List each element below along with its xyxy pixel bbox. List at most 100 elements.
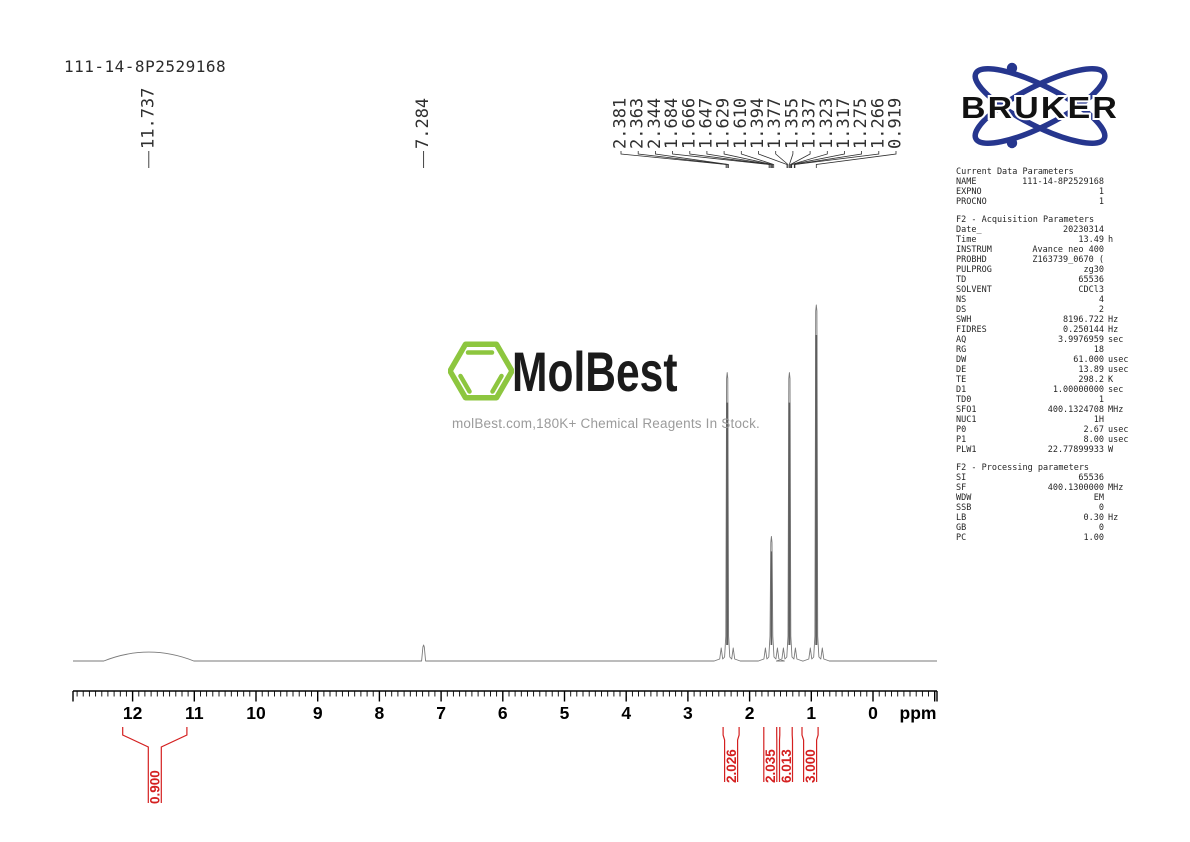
- parameter-section-header: F2 - Processing parameters: [956, 463, 1090, 473]
- parameter-value: 8196.722: [1063, 315, 1104, 325]
- parameter-row: TD0 1: [956, 395, 1138, 405]
- bruker-logo: BRUKER: [959, 62, 1119, 149]
- molbest-hexagon-icon: [448, 341, 514, 401]
- parameter-row: SI 65536: [956, 473, 1138, 483]
- x-axis-tick-label: 10: [246, 703, 266, 723]
- x-axis-tick-label: 11: [185, 703, 204, 723]
- peak-connector-line: [620, 151, 727, 168]
- parameter-row: P0 2.67 usec: [956, 425, 1138, 435]
- x-axis-tick-label: 8: [375, 703, 385, 723]
- parameter-unit: Hz: [1108, 513, 1119, 523]
- parameter-unit: MHz: [1108, 483, 1124, 493]
- x-axis-tick-label: 12: [123, 703, 143, 723]
- peak-connector-line: [794, 151, 880, 168]
- parameter-name: PROCNO: [956, 197, 987, 207]
- parameter-unit: usec: [1108, 365, 1129, 375]
- parameter-value: 1: [1098, 197, 1104, 207]
- parameter-name: P1: [956, 435, 967, 445]
- parameter-name: TE: [956, 375, 967, 385]
- integral-bracket: [160, 727, 188, 803]
- peak-label: 11.737: [138, 88, 158, 149]
- parameter-unit: sec: [1108, 335, 1124, 345]
- parameter-value: 8.00: [1083, 435, 1104, 445]
- parameter-row: TE 298.2 K: [956, 375, 1138, 385]
- parameter-section: Current Data Parameters NAME 111-14-8P2529…: [956, 167, 1138, 207]
- peak-connector-line: [740, 151, 775, 168]
- parameter-unit: [1104, 265, 1138, 275]
- parameter-name: DW: [956, 355, 967, 365]
- parameter-name: LB: [956, 513, 967, 523]
- parameter-unit: MHz: [1108, 405, 1124, 415]
- peak-connector-line: [793, 151, 862, 168]
- parameter-row: PULPROG zg30: [956, 265, 1138, 275]
- parameter-name: SSB: [956, 503, 972, 513]
- peak-label: 1.647: [696, 98, 716, 149]
- parameter-value: Avance neo 400: [1032, 245, 1104, 255]
- parameter-value: 0: [1098, 523, 1104, 533]
- parameter-value: 0: [1098, 503, 1104, 513]
- peak-label: 2.344: [645, 98, 665, 149]
- parameter-value: 61.000: [1073, 355, 1104, 365]
- parameter-row: PLW1 22.77899933 W: [956, 445, 1138, 455]
- parameter-name: DS: [956, 305, 967, 315]
- parameter-unit: [1104, 177, 1138, 187]
- peak-connector-line: [637, 151, 728, 168]
- peak-connector-line: [815, 151, 897, 168]
- acquisition-parameters-panel: Current Data Parameters NAME 111-14-8P2529…: [956, 167, 1138, 551]
- parameter-value: CDCl3: [1078, 285, 1104, 295]
- parameter-row: Time 13.49 h: [956, 235, 1138, 245]
- parameter-unit: [1104, 245, 1138, 255]
- parameter-name: P0: [956, 425, 967, 435]
- parameter-name: PC: [956, 533, 967, 543]
- parameter-row: PC 1.00: [956, 533, 1138, 543]
- peak-label: 1.684: [662, 98, 682, 149]
- parameter-name: WDW: [956, 493, 972, 503]
- parameter-unit: [1104, 187, 1138, 197]
- parameter-value: 65536: [1078, 473, 1104, 483]
- peak-label: 1.629: [714, 98, 734, 149]
- parameter-name: NAME: [956, 177, 977, 187]
- peak-label: 1.377: [765, 98, 785, 149]
- parameter-name: NS: [956, 295, 967, 305]
- parameter-name: SF: [956, 483, 967, 493]
- parameter-section: F2 - Processing parameters SI 65536 SF 400.1…: [956, 463, 1138, 543]
- parameter-row: NAME 111-14-8P2529168: [956, 177, 1138, 187]
- x-axis-tick-label: 9: [313, 703, 323, 723]
- parameter-name: SOLVENT: [956, 285, 992, 295]
- parameter-name: SWH: [956, 315, 972, 325]
- peak-label: 7.284: [413, 98, 433, 149]
- integral-bracket: [801, 727, 805, 782]
- parameter-name: D1: [956, 385, 967, 395]
- peak-connector-line: [689, 151, 771, 168]
- parameter-value: 3.9976959: [1057, 335, 1104, 345]
- integral-value: 2.035: [763, 749, 778, 783]
- peak-connector-line: [706, 151, 772, 168]
- parameter-name: EXPNO: [956, 187, 982, 197]
- parameter-name: RG: [956, 345, 967, 355]
- parameter-value: 400.1300000: [1047, 483, 1104, 493]
- parameter-unit: K: [1108, 375, 1114, 385]
- parameter-row: TD 65536: [956, 275, 1138, 285]
- molbest-tagline: molBest.com,180K+ Chemical Reagents In S…: [451, 416, 761, 431]
- peak-label: 1.355: [782, 98, 802, 149]
- parameter-row: Date_ 20230314: [956, 225, 1138, 235]
- molbest-watermark: MolBest molBest.com,180K+ Chemical Reage…: [448, 336, 768, 431]
- parameter-unit: sec: [1108, 385, 1124, 395]
- parameter-value: 22.77899933: [1047, 445, 1104, 455]
- peak-label: 1.666: [679, 98, 699, 149]
- x-axis-tick-label: 0: [868, 703, 878, 723]
- parameter-value: 0.30: [1083, 513, 1104, 523]
- parameter-value: 111-14-8P2529168: [1022, 177, 1104, 187]
- parameter-row: DE 13.89 usec: [956, 365, 1138, 375]
- parameter-unit: [1104, 345, 1138, 355]
- peak-connector-line: [723, 151, 773, 168]
- parameter-row: SWH 8196.722 Hz: [956, 315, 1138, 325]
- parameter-unit: Hz: [1108, 325, 1119, 335]
- peak-label: 1.394: [748, 98, 768, 149]
- peak-connector-line: [655, 151, 729, 168]
- parameter-name: PLW1: [956, 445, 977, 455]
- peak-label: 1.610: [731, 98, 751, 149]
- peak-connector-line: [791, 151, 828, 168]
- parameter-value: 4: [1098, 295, 1104, 305]
